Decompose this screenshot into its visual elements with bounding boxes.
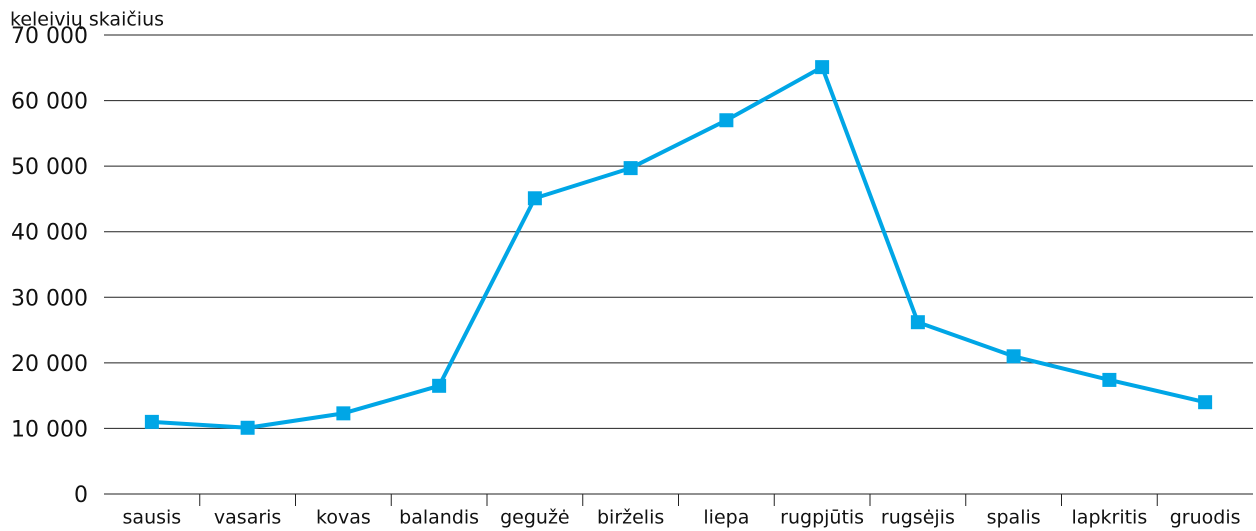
y-tick-label: 30 000: [11, 286, 88, 311]
marker: [144, 414, 159, 429]
y-tick-label: 0: [74, 483, 88, 508]
x-tick-label: sausis: [123, 507, 182, 529]
marker: [240, 420, 255, 435]
marker: [336, 406, 351, 421]
marker: [815, 60, 830, 75]
marker: [527, 191, 542, 206]
y-tick-label: 50 000: [11, 155, 88, 180]
marker: [1102, 372, 1117, 387]
x-tick-label: rugpjūtis: [780, 507, 864, 529]
marker: [910, 315, 925, 330]
marker: [719, 113, 734, 128]
y-tick-label: 40 000: [11, 221, 88, 246]
x-tick-label: liepa: [703, 507, 749, 529]
line: [151, 65, 1206, 430]
marker: [623, 161, 638, 176]
x-tick-label: rugsėjis: [881, 507, 955, 529]
x-tick-label: gruodis: [1170, 507, 1241, 529]
y-tick-label: 60 000: [11, 90, 88, 115]
x-tick-label: birželis: [597, 507, 664, 529]
marker: [1006, 349, 1021, 364]
x-tick-label: balandis: [399, 507, 479, 529]
x-tick-label: kovas: [316, 507, 371, 529]
marker: [432, 378, 447, 393]
marker: [1198, 395, 1213, 410]
x-tick-label: spalis: [987, 507, 1041, 529]
y-tick-label: 20 000: [11, 352, 88, 377]
y-tick-label: 70 000: [11, 24, 88, 49]
x-tick-label: gegužė: [500, 507, 570, 529]
y-axis-label: keleivių skaičius: [10, 9, 164, 31]
x-tick-label: vasaris: [214, 507, 281, 529]
y-tick-label: 10 000: [11, 417, 88, 442]
x-tick-label: lapkritis: [1072, 507, 1148, 529]
